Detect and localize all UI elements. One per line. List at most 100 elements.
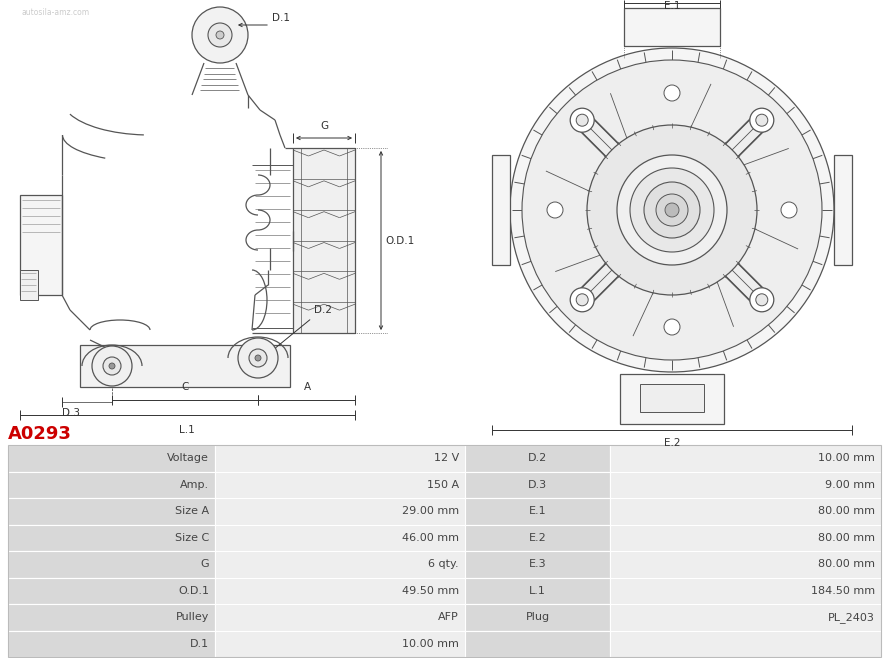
Bar [640, 384, 704, 412]
Circle shape [664, 85, 680, 101]
Text: C: C [181, 382, 188, 392]
Bar [293, 148, 355, 333]
Bar [610, 445, 881, 472]
Text: D.2: D.2 [314, 305, 332, 315]
Text: autosila-amz.com: autosila-amz.com [22, 8, 90, 17]
Bar [8, 472, 215, 498]
Text: 10.00 mm: 10.00 mm [818, 453, 875, 463]
Text: 80.00 mm: 80.00 mm [818, 533, 875, 543]
Bar [610, 578, 881, 604]
Bar [624, 8, 720, 46]
Text: PL_2403: PL_2403 [829, 612, 875, 622]
Bar [8, 630, 215, 657]
Text: E.2: E.2 [529, 533, 547, 543]
Text: 46.00 mm: 46.00 mm [402, 533, 459, 543]
Circle shape [109, 363, 115, 369]
Bar [465, 604, 610, 630]
Text: 12 V: 12 V [434, 453, 459, 463]
Bar [610, 604, 881, 630]
Circle shape [665, 203, 679, 217]
Bar [620, 374, 724, 424]
Circle shape [249, 349, 267, 367]
Bar [215, 498, 465, 524]
Bar [8, 578, 215, 604]
Text: Size A: Size A [175, 506, 209, 517]
Text: Voltage: Voltage [167, 453, 209, 463]
Circle shape [644, 182, 700, 238]
Bar [834, 155, 852, 265]
Text: AFP: AFP [438, 612, 459, 622]
Text: 10.00 mm: 10.00 mm [402, 639, 459, 649]
Bar [8, 604, 215, 630]
Text: 9.00 mm: 9.00 mm [825, 480, 875, 490]
Text: Pulley: Pulley [176, 612, 209, 622]
Circle shape [630, 168, 714, 252]
Bar [8, 551, 215, 578]
Text: E.3: E.3 [529, 559, 547, 569]
Circle shape [510, 48, 834, 372]
Bar [8, 445, 215, 472]
Circle shape [756, 294, 768, 306]
Bar [465, 524, 610, 551]
Bar [215, 604, 465, 630]
Text: 29.00 mm: 29.00 mm [402, 506, 459, 517]
Bar [215, 551, 465, 578]
Text: O.D.1: O.D.1 [385, 236, 414, 245]
Circle shape [656, 194, 688, 226]
Text: O.D.1: O.D.1 [178, 586, 209, 595]
Text: Plug: Plug [525, 612, 549, 622]
Bar [20, 195, 62, 295]
Circle shape [749, 108, 773, 132]
Bar [610, 472, 881, 498]
Bar [610, 498, 881, 524]
Text: G: G [320, 121, 328, 131]
Bar [465, 445, 610, 472]
Circle shape [617, 155, 727, 265]
Bar [465, 498, 610, 524]
Text: 150 A: 150 A [427, 480, 459, 490]
Text: G: G [200, 559, 209, 569]
Circle shape [192, 7, 248, 63]
Text: Amp.: Amp. [180, 480, 209, 490]
Text: 184.50 mm: 184.50 mm [811, 586, 875, 595]
Bar [492, 155, 510, 265]
Text: 80.00 mm: 80.00 mm [818, 506, 875, 517]
Bar [20, 270, 38, 300]
Circle shape [522, 60, 822, 360]
Circle shape [664, 319, 680, 335]
Circle shape [103, 357, 121, 375]
Bar [465, 472, 610, 498]
Bar [8, 445, 881, 657]
Text: 6 qty.: 6 qty. [428, 559, 459, 569]
Bar [215, 630, 465, 657]
Bar [610, 551, 881, 578]
Text: D.2: D.2 [528, 453, 547, 463]
Bar [465, 578, 610, 604]
Bar [465, 630, 610, 657]
Text: 49.50 mm: 49.50 mm [402, 586, 459, 595]
Circle shape [749, 288, 773, 312]
Text: E.2: E.2 [664, 438, 680, 448]
Bar [610, 524, 881, 551]
Circle shape [208, 23, 232, 47]
Bar [215, 445, 465, 472]
Circle shape [238, 338, 278, 378]
Circle shape [216, 31, 224, 39]
Text: E.1: E.1 [529, 506, 547, 517]
Bar [610, 630, 881, 657]
Text: D.1: D.1 [272, 13, 290, 23]
Circle shape [92, 346, 132, 386]
Circle shape [570, 288, 594, 312]
Text: D.3: D.3 [62, 408, 80, 418]
Circle shape [756, 114, 768, 126]
Text: 80.00 mm: 80.00 mm [818, 559, 875, 569]
Text: E.1: E.1 [664, 1, 680, 11]
Circle shape [587, 125, 757, 295]
Text: Size C: Size C [175, 533, 209, 543]
Bar [215, 472, 465, 498]
Circle shape [255, 355, 261, 361]
Circle shape [781, 202, 797, 218]
Bar [8, 524, 215, 551]
Text: L.1: L.1 [529, 586, 546, 595]
Bar [215, 578, 465, 604]
